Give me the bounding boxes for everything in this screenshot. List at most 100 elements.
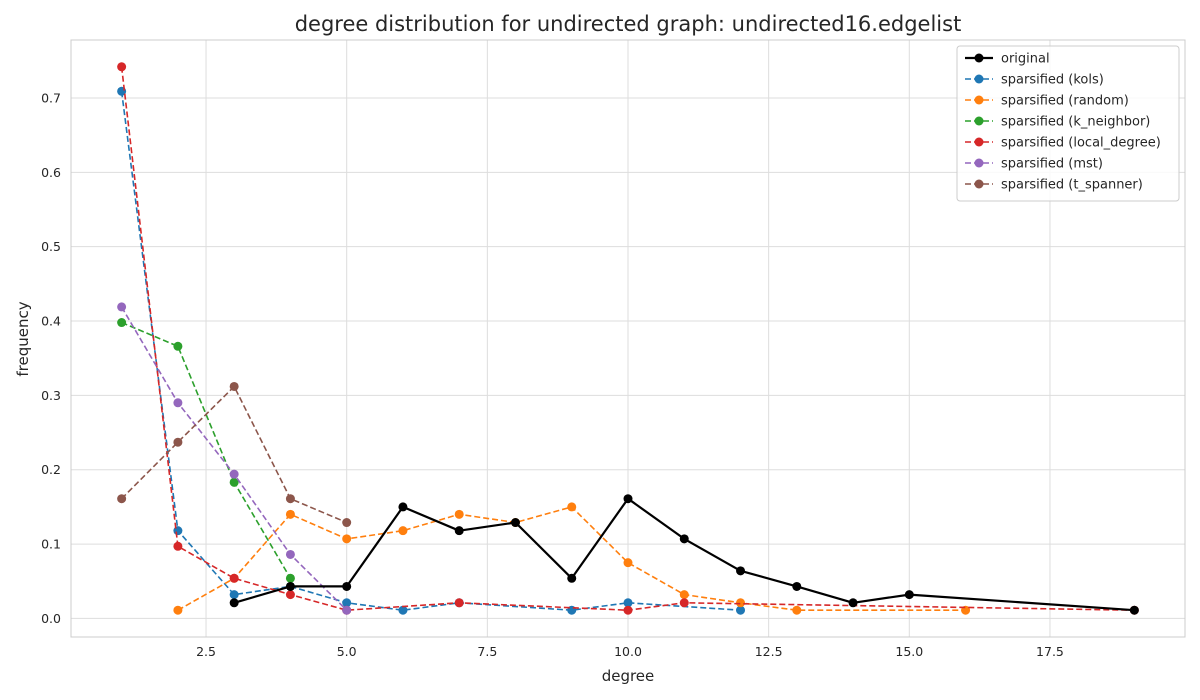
data-point-sparsified-random [679,590,689,600]
legend-marker [974,179,984,189]
data-point-sparsified-random [285,509,295,519]
data-point-original [567,573,577,583]
legend-label: sparsified (kols) [1001,73,1104,88]
data-point-sparsified-random [736,598,746,608]
legend-box [956,45,1180,202]
data-point-sparsified-k-neighbor [117,318,127,328]
y-tick-label: 0.6 [41,165,61,180]
legend-item-sparsified-random: sparsified (random) [965,94,1129,109]
data-point-sparsified-t-spanner [285,494,295,504]
legend-label: sparsified (local_degree) [1001,136,1161,151]
data-point-sparsified-local-degree [229,573,239,583]
legend-marker [974,116,984,126]
series-sparsified-k-neighbor [117,318,295,583]
data-point-sparsified-local-degree [623,605,633,615]
series-line-sparsified-local-degree [120,66,1135,612]
data-point-sparsified-random [792,605,802,615]
x-tick-label: 10.0 [614,644,642,659]
series-line-sparsified-t-spanner [121,385,348,524]
data-point-original [623,494,633,504]
y-tick-label: 0.1 [41,537,61,552]
data-point-original [342,581,352,591]
series-sparsified-t-spanner [117,381,352,528]
data-point-sparsified-t-spanner [117,494,127,504]
data-point-sparsified-random [342,534,352,544]
y-axis-title: frequency [14,301,32,376]
data-point-sparsified-kols [229,590,239,600]
data-point-sparsified-kols [342,598,352,608]
x-axis-title: degree [602,667,655,685]
y-tick-label: 0.0 [41,611,61,626]
data-point-sparsified-kols [736,605,746,615]
data-point-original [679,534,689,544]
x-tick-label: 15.0 [895,644,923,659]
series-line-sparsified-kols [120,91,741,612]
series-line-sparsified-k-neighbor [121,321,292,579]
data-point-sparsified-k-neighbor [285,573,295,583]
legend-marker [974,158,984,168]
data-point-original [1129,605,1139,615]
legend-label: sparsified (k_neighbor) [1001,115,1150,130]
legend-item-sparsified-t-spanner: sparsified (t_spanner) [965,178,1143,193]
legend-label: sparsified (t_spanner) [1001,178,1143,193]
x-tick-label: 7.5 [477,644,497,659]
data-point-sparsified-kols [623,598,633,608]
x-tick-label: 5.0 [337,644,357,659]
y-tick-label: 0.7 [41,90,61,105]
legend-item-sparsified-mst: sparsified (mst) [965,157,1103,172]
data-point-original [398,502,408,512]
data-point-sparsified-kols [398,605,408,615]
legend: original sparsified (kols) sparsified (ran… [956,45,1180,202]
data-point-original [285,581,295,591]
legend-marker [974,53,984,63]
data-point-sparsified-local-degree [454,598,464,608]
y-tick-label: 0.4 [41,314,61,329]
series-sparsified-mst [117,302,352,615]
series-original [229,494,1139,615]
data-point-sparsified-t-spanner [342,518,352,528]
data-point-sparsified-random [454,509,464,519]
ticks-layer: 2.5 5.0 7.5 10.0 12.5 15.0 17.5 0.0 0.1 0.2 0.3 0.4… [41,90,1064,659]
plot-frame [70,39,1186,638]
data-point-sparsified-k-neighbor [229,477,239,487]
data-point-original [736,566,746,576]
legend-marker [974,74,984,84]
data-point-original [229,598,239,608]
data-point-sparsified-k-neighbor [173,341,183,351]
data-point-original [454,526,464,536]
y-tick-label: 0.3 [41,388,61,403]
data-point-original [510,518,520,528]
x-tick-label: 12.5 [755,644,783,659]
data-point-original [792,581,802,591]
data-point-sparsified-local-degree [285,590,295,600]
data-point-sparsified-random [623,558,633,568]
data-point-sparsified-mst [285,549,295,559]
data-point-sparsified-mst [117,302,127,312]
data-point-sparsified-kols [173,526,183,536]
series-sparsified-kols [117,86,746,615]
legend-marker [974,137,984,147]
series-line-sparsified-random [177,506,966,612]
data-point-sparsified-random [567,502,577,512]
data-point-sparsified-mst [342,605,352,615]
data-point-sparsified-local-degree [117,62,127,72]
x-tick-label: 2.5 [196,644,216,659]
legend-item-original: original [965,52,1050,67]
data-point-original [848,598,858,608]
data-point-sparsified-random [173,605,183,615]
y-tick-label: 0.5 [41,239,61,254]
data-point-sparsified-random [398,526,408,536]
series-layer [117,62,1139,615]
x-tick-label: 17.5 [1036,644,1064,659]
legend-item-sparsified-k-neighbor: sparsified (k_neighbor) [965,115,1150,130]
legend-marker [974,95,984,105]
chart-title: degree distribution for undirected graph… [295,12,962,36]
data-point-sparsified-t-spanner [173,437,183,447]
data-point-sparsified-local-degree [173,541,183,551]
legend-item-sparsified-kols: sparsified (kols) [965,73,1104,88]
legend-label: sparsified (mst) [1001,157,1103,172]
data-point-original [904,590,914,600]
data-point-sparsified-t-spanner [229,381,239,391]
